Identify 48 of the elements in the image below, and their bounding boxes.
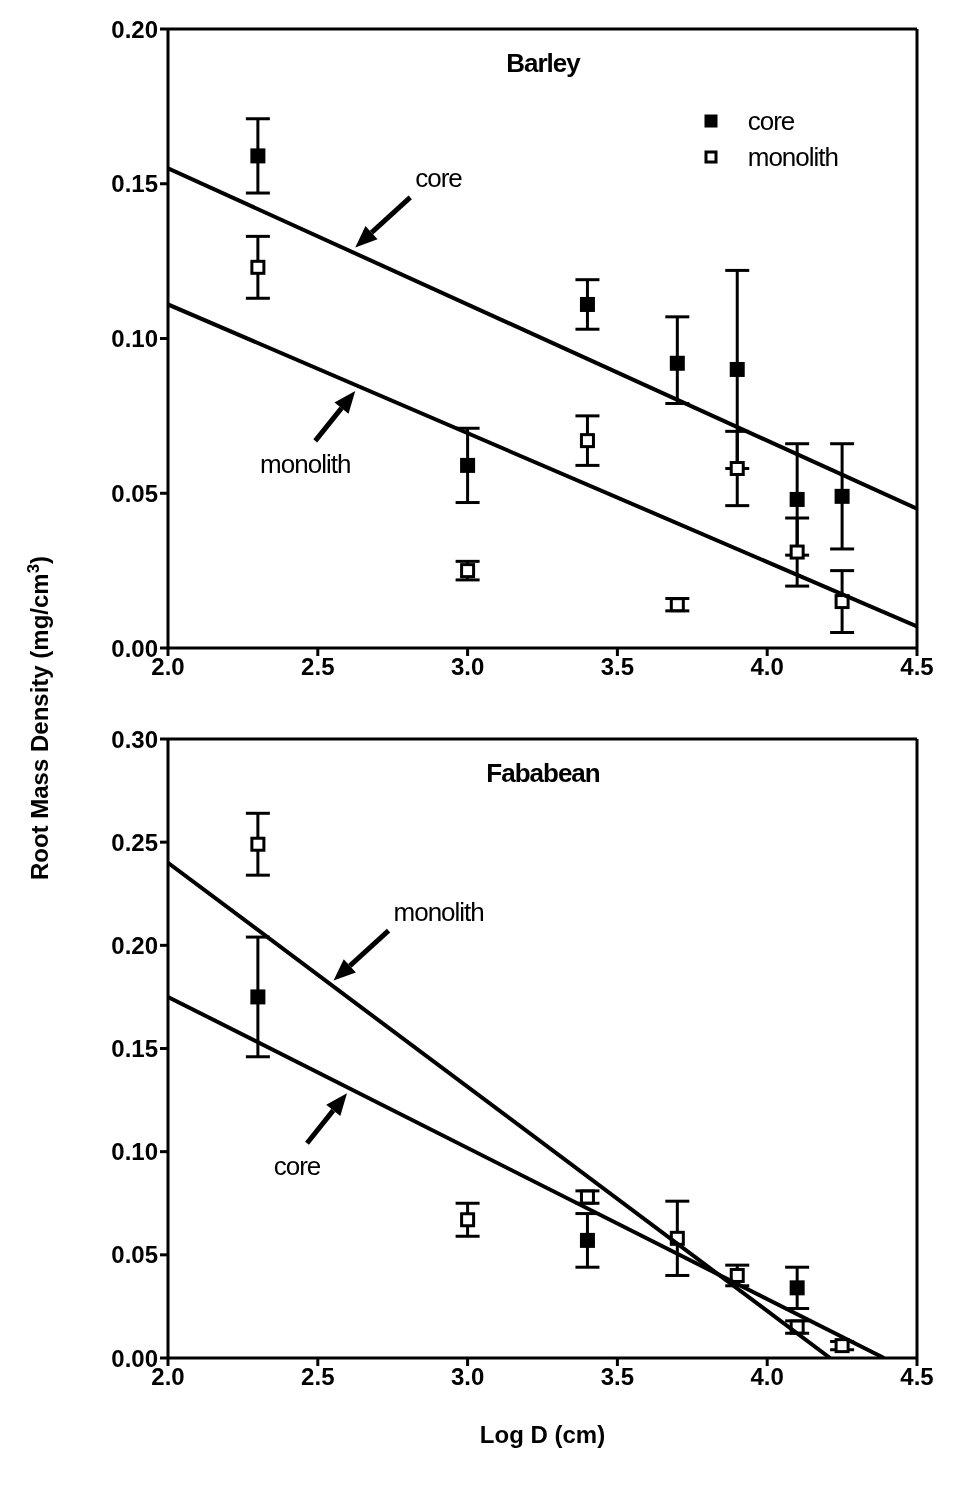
x-tick-label: 4.5 bbox=[900, 653, 934, 681]
y-tick-label: 0.30 bbox=[111, 725, 158, 753]
point bbox=[789, 1280, 805, 1296]
legend-label: monolith bbox=[747, 141, 838, 173]
point bbox=[250, 148, 266, 164]
y-tick-label: 0.20 bbox=[111, 15, 158, 43]
x-tick-label: 2.5 bbox=[301, 653, 335, 681]
point bbox=[579, 433, 595, 449]
y-tick-label: 0.05 bbox=[111, 479, 158, 507]
x-tick-label: 3.0 bbox=[450, 653, 485, 681]
text: Fababean bbox=[485, 758, 601, 789]
point bbox=[789, 544, 805, 560]
point bbox=[250, 259, 266, 275]
point bbox=[579, 1232, 595, 1248]
point bbox=[250, 836, 266, 852]
y-tick-label: 0.10 bbox=[111, 325, 158, 353]
point bbox=[789, 491, 805, 507]
y-tick-label: 0.15 bbox=[111, 1035, 158, 1063]
text: Barley bbox=[505, 48, 582, 79]
x-tick-label: 3.5 bbox=[600, 653, 635, 681]
point bbox=[250, 989, 266, 1005]
point bbox=[729, 1267, 745, 1283]
annotation: core bbox=[415, 163, 463, 194]
point bbox=[834, 1338, 850, 1354]
x-tick-label: 4.5 bbox=[900, 1363, 934, 1391]
annotation: monolith bbox=[393, 896, 484, 927]
point bbox=[729, 460, 745, 476]
point bbox=[460, 563, 476, 579]
point bbox=[729, 361, 745, 377]
x-tick-label: 4.0 bbox=[750, 653, 784, 681]
annotation: core bbox=[273, 1151, 321, 1182]
point bbox=[834, 488, 850, 504]
x-tick-label: 4.0 bbox=[750, 1363, 784, 1391]
x-tick-label: 3.5 bbox=[600, 1363, 635, 1391]
y-tick-label: 0.15 bbox=[111, 170, 158, 198]
x-tick-label: 3.0 bbox=[450, 1363, 485, 1391]
y-tick-label: 0.25 bbox=[111, 828, 158, 856]
point bbox=[460, 1212, 476, 1228]
point bbox=[460, 457, 476, 473]
legend-label: core bbox=[747, 105, 795, 137]
x-axis-title: Log D (cm) bbox=[479, 1421, 606, 1448]
point bbox=[669, 355, 685, 371]
point bbox=[579, 296, 595, 312]
y-tick-label: 0.05 bbox=[111, 1241, 158, 1269]
y-tick-label: 0.10 bbox=[111, 1138, 158, 1166]
annotation: monolith bbox=[260, 448, 351, 479]
y-tick-label: 0.20 bbox=[111, 931, 158, 959]
x-tick-label: 2.5 bbox=[301, 1363, 335, 1391]
